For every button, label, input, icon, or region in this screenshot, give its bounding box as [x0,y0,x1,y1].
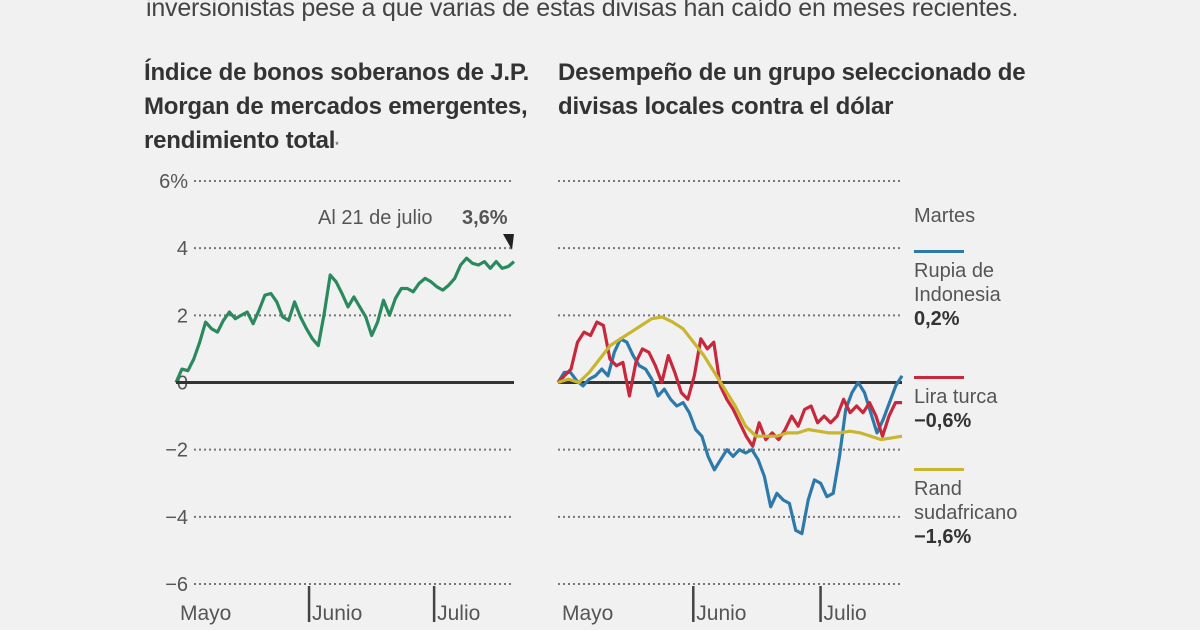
chart-title-currencies: Desempeño de un grupo seleccionado de di… [558,59,1026,120]
y-tick-label: −4 [165,507,188,529]
legend-swatch-rand [914,468,964,471]
annotation-value: 3,6% [462,207,508,229]
legend-value-lira: −0,6% [914,410,972,432]
x-tick-label: Julio [824,602,867,625]
annotation-label: Al 21 de julio [318,207,433,229]
series-line-0 [174,256,516,384]
series-line-1 [556,320,902,448]
series-line-0 [556,337,904,536]
legend-item-rupia: Rupia de Indonesia 0,2% [914,250,1034,331]
footnote-mark: * [335,140,339,150]
annotation-arrow-icon [503,234,514,250]
y-tick-label: 6% [159,171,188,193]
legend-swatch-lira [914,376,964,379]
x-tick-label: Junio [696,602,746,625]
x-tick-label: Julio [437,602,480,625]
y-tick-label: 4 [177,238,188,260]
legend: Martes [914,204,975,228]
chart-title-text: Índice de bonos soberanos de J.P. Morgan… [144,59,530,154]
y-tick-label: −2 [165,440,188,462]
currency-chart: Mayo Junio Julio [556,180,904,625]
annotation-latest-value: Al 21 de julio 3,6% [318,207,514,250]
legend-label-lira: Lira turca [914,386,998,408]
legend-value-rupia: 0,2% [914,308,960,330]
intro-text: inversionistas pese a que varias de esta… [146,0,1019,22]
x-tick-label: Mayo [180,602,231,625]
chart-title-bond-index: Índice de bonos soberanos de J.P. Morgan… [144,56,544,158]
legend-value-rand: −1,6% [914,526,972,548]
x-tick-label: Mayo [562,602,613,625]
legend-item-rand: Rand sudafricano −1,6% [914,468,1044,549]
y-tick-label: 2 [177,305,188,327]
legend-swatch-rupia [914,250,964,253]
legend-label-rand: Rand sudafricano [914,478,1018,524]
y-tick-label: −6 [165,574,188,596]
bond-index-chart: 6%42−2−4−60MayoJunioJulio [159,171,516,625]
series-line-2 [557,315,903,442]
legend-heading: Martes [914,205,976,227]
x-tick-label: Junio [312,602,362,625]
legend-label-rupia: Rupia de Indonesia [914,260,1001,306]
legend-item-lira: Lira turca −0,6% [914,376,997,433]
